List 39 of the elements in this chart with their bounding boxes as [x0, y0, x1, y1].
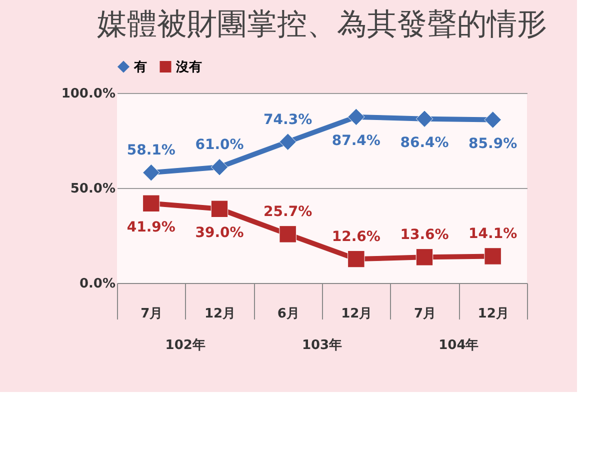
x-tick-label: 12月: [478, 306, 509, 322]
point: [484, 111, 502, 128]
legend-label: 沒有: [175, 60, 202, 75]
point: [142, 164, 160, 182]
x-tick-label: 7月: [140, 306, 163, 322]
data-label: 39.0%: [195, 224, 244, 241]
point: [279, 226, 296, 243]
chart-title: 媒體被財團掌控、為其發聲的情形: [97, 7, 547, 42]
text: 102年: [165, 338, 206, 353]
point: [210, 158, 228, 176]
data-label: 25.7%: [264, 204, 312, 220]
data-label: 13.6%: [400, 227, 449, 244]
data-label: 61.0%: [195, 137, 244, 154]
data-label: 74.3%: [264, 112, 312, 128]
point: [142, 194, 160, 212]
point: [210, 200, 228, 218]
text: 104年: [438, 338, 479, 353]
data-label: 58.1%: [126, 142, 176, 159]
y-tick-label: 100.0%: [61, 86, 116, 102]
point: [348, 250, 365, 268]
legend-label: 有: [133, 60, 147, 75]
data-label: 86.4%: [400, 134, 449, 151]
data-label: 85.9%: [468, 136, 518, 152]
point: [416, 110, 434, 128]
point: [484, 248, 502, 265]
data-label: 14.1%: [468, 226, 518, 242]
y-tick-label: 0.0%: [79, 276, 116, 292]
text: 103年: [302, 338, 342, 353]
point: [416, 248, 434, 266]
x-tick-label: 12月: [204, 306, 236, 322]
point: [279, 133, 296, 150]
y-tick-label: 50.0%: [70, 182, 116, 196]
data-label: 87.4%: [332, 132, 380, 149]
point: [348, 108, 365, 126]
data-label: 12.6%: [332, 229, 380, 246]
x-tick-label: 12月: [341, 306, 372, 322]
x-tick-label: 6月: [277, 306, 300, 322]
x-tick-label: 7月: [414, 306, 436, 322]
data-label: 41.9%: [126, 219, 176, 236]
